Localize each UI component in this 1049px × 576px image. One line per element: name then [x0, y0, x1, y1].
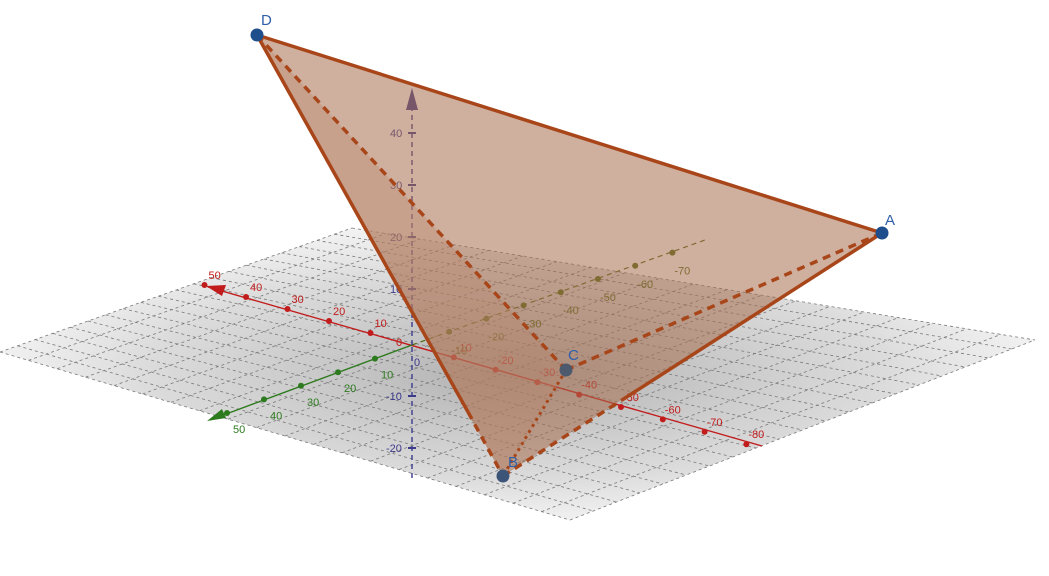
y-axis-arrow-icon — [207, 409, 226, 421]
x-tick — [618, 404, 624, 410]
y-tick — [298, 382, 304, 389]
z-zero-label: 0 — [414, 357, 420, 369]
x-tick-label: -70 — [707, 417, 723, 429]
y-tick — [372, 355, 378, 362]
y-tick-label: 10 — [381, 370, 393, 382]
y-axis-line — [209, 344, 413, 421]
edge-dc-hidden — [255, 33, 568, 372]
x-tick-label: -80 — [748, 429, 764, 441]
grid-line — [56, 238, 421, 370]
grid-line — [70, 326, 664, 485]
point-label-a: A — [885, 212, 895, 229]
x-tick — [284, 306, 291, 312]
grid-line — [228, 271, 873, 404]
x-tick — [701, 428, 708, 435]
grid-line — [227, 272, 626, 420]
y-tick — [335, 369, 341, 376]
x-tick — [243, 294, 249, 300]
z-tick-label: -20 — [386, 443, 402, 455]
grid-line — [52, 333, 640, 494]
point-label-d: D — [261, 12, 272, 29]
x-tick — [367, 330, 374, 336]
edge-da[interactable] — [256, 33, 883, 235]
edge-db-lower-hidden — [466, 411, 505, 477]
grid-line — [105, 314, 710, 467]
point-d[interactable] — [250, 28, 264, 42]
tetrahedron[interactable] — [255, 33, 883, 478]
x-tick — [326, 318, 332, 324]
x-tick-label: 40 — [250, 282, 262, 294]
edge-ab-lower-hidden — [502, 398, 623, 478]
grid-line — [281, 252, 943, 377]
x-tick — [201, 282, 208, 288]
point-label-c: C — [568, 347, 579, 364]
face-dbc[interactable] — [257, 35, 566, 476]
x-tick — [659, 416, 666, 423]
edge-ca-hidden — [565, 231, 883, 372]
y-tick-label: 40 — [270, 410, 282, 422]
x-tick-label: 30 — [292, 294, 304, 306]
face-abd[interactable] — [257, 35, 882, 476]
x-tick-label: 50 — [209, 270, 221, 282]
x-axis-arrow-icon — [206, 285, 226, 296]
y-tick — [261, 396, 267, 403]
origin-label: 0 — [396, 337, 402, 349]
y-tick-label: 30 — [307, 397, 319, 409]
x-tick-label: 10 — [375, 318, 387, 330]
edge-db-upper[interactable] — [255, 34, 470, 413]
x-tick — [743, 441, 750, 448]
point-a[interactable] — [875, 226, 889, 240]
grid-line — [569, 339, 1036, 521]
grid-line — [541, 334, 1001, 512]
z-tick-label: -10 — [386, 391, 402, 403]
y-tick-label: 50 — [233, 424, 245, 436]
y-tick — [224, 410, 230, 416]
y-tick-label: 20 — [344, 383, 356, 395]
grid-line — [17, 345, 594, 512]
point-c[interactable] — [559, 363, 573, 377]
x-tick-label: 20 — [333, 306, 345, 318]
point-b[interactable] — [496, 469, 510, 483]
point-label-b: B — [508, 454, 518, 471]
edge-ab-upper[interactable] — [621, 231, 883, 402]
grid-line — [484, 322, 933, 496]
x-tick-label: -60 — [665, 404, 681, 416]
points[interactable]: D A C B — [250, 12, 896, 483]
